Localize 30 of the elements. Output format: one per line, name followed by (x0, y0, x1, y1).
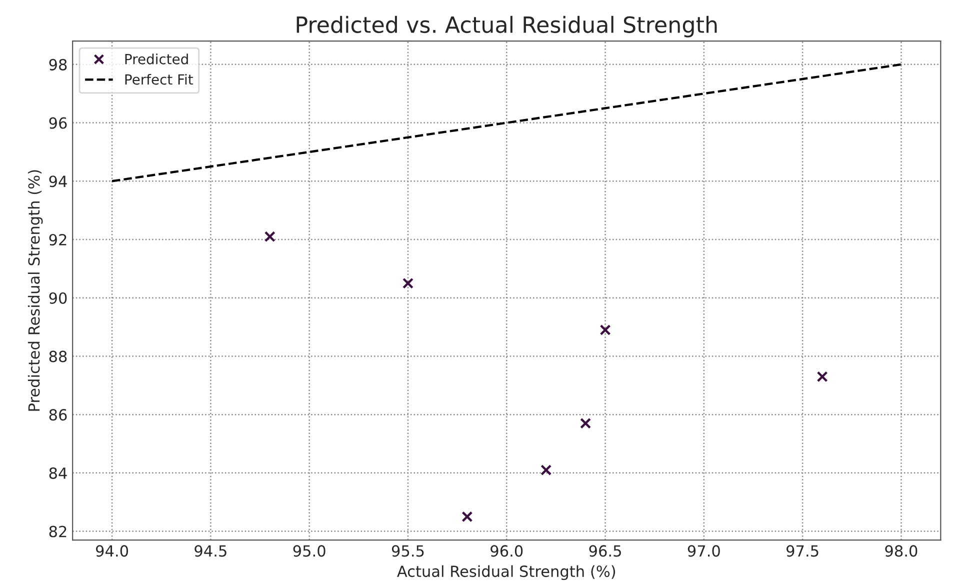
y-tick-label: 84 (49, 467, 67, 479)
y-tick-label: 94 (49, 176, 67, 188)
point (580, 418, 592, 429)
point (540, 464, 552, 476)
point (402, 278, 414, 289)
x-tick-label: 94.0 (96, 545, 128, 557)
y-tick-label: 96 (49, 117, 67, 129)
x-tick-label: 96.5 (589, 545, 621, 557)
legend-label: Perfect Fit (125, 74, 193, 85)
y-axis-title: Predicted Residual Strength (%) (28, 170, 43, 411)
x-tick-label: 95.5 (392, 545, 424, 557)
point (600, 324, 611, 336)
legend-label: Predicted (125, 54, 188, 64)
point (462, 511, 473, 522)
y-tick-label: 90 (49, 292, 67, 304)
y-tick-label: 98 (49, 58, 67, 70)
point (264, 231, 276, 242)
x-tick-label: 97.0 (688, 545, 720, 557)
x-tick-label: 95.0 (293, 545, 326, 557)
y-tick-label: 92 (49, 234, 66, 246)
x-tick-label: 98.0 (885, 545, 918, 557)
point (816, 371, 828, 382)
y-tick-label: 82 (49, 526, 66, 538)
chart-title: Predicted vs. Actual Residual Strength (296, 16, 717, 38)
x-tick-label: 97.5 (786, 545, 818, 557)
y-tick-label: 88 (49, 350, 67, 362)
x-tick-label: 94.5 (194, 545, 226, 557)
y-tick-label: 86 (49, 409, 67, 421)
x-tick-label: 96.0 (490, 545, 523, 557)
x-axis-title: Actual Residual Strength (%) (397, 565, 616, 580)
